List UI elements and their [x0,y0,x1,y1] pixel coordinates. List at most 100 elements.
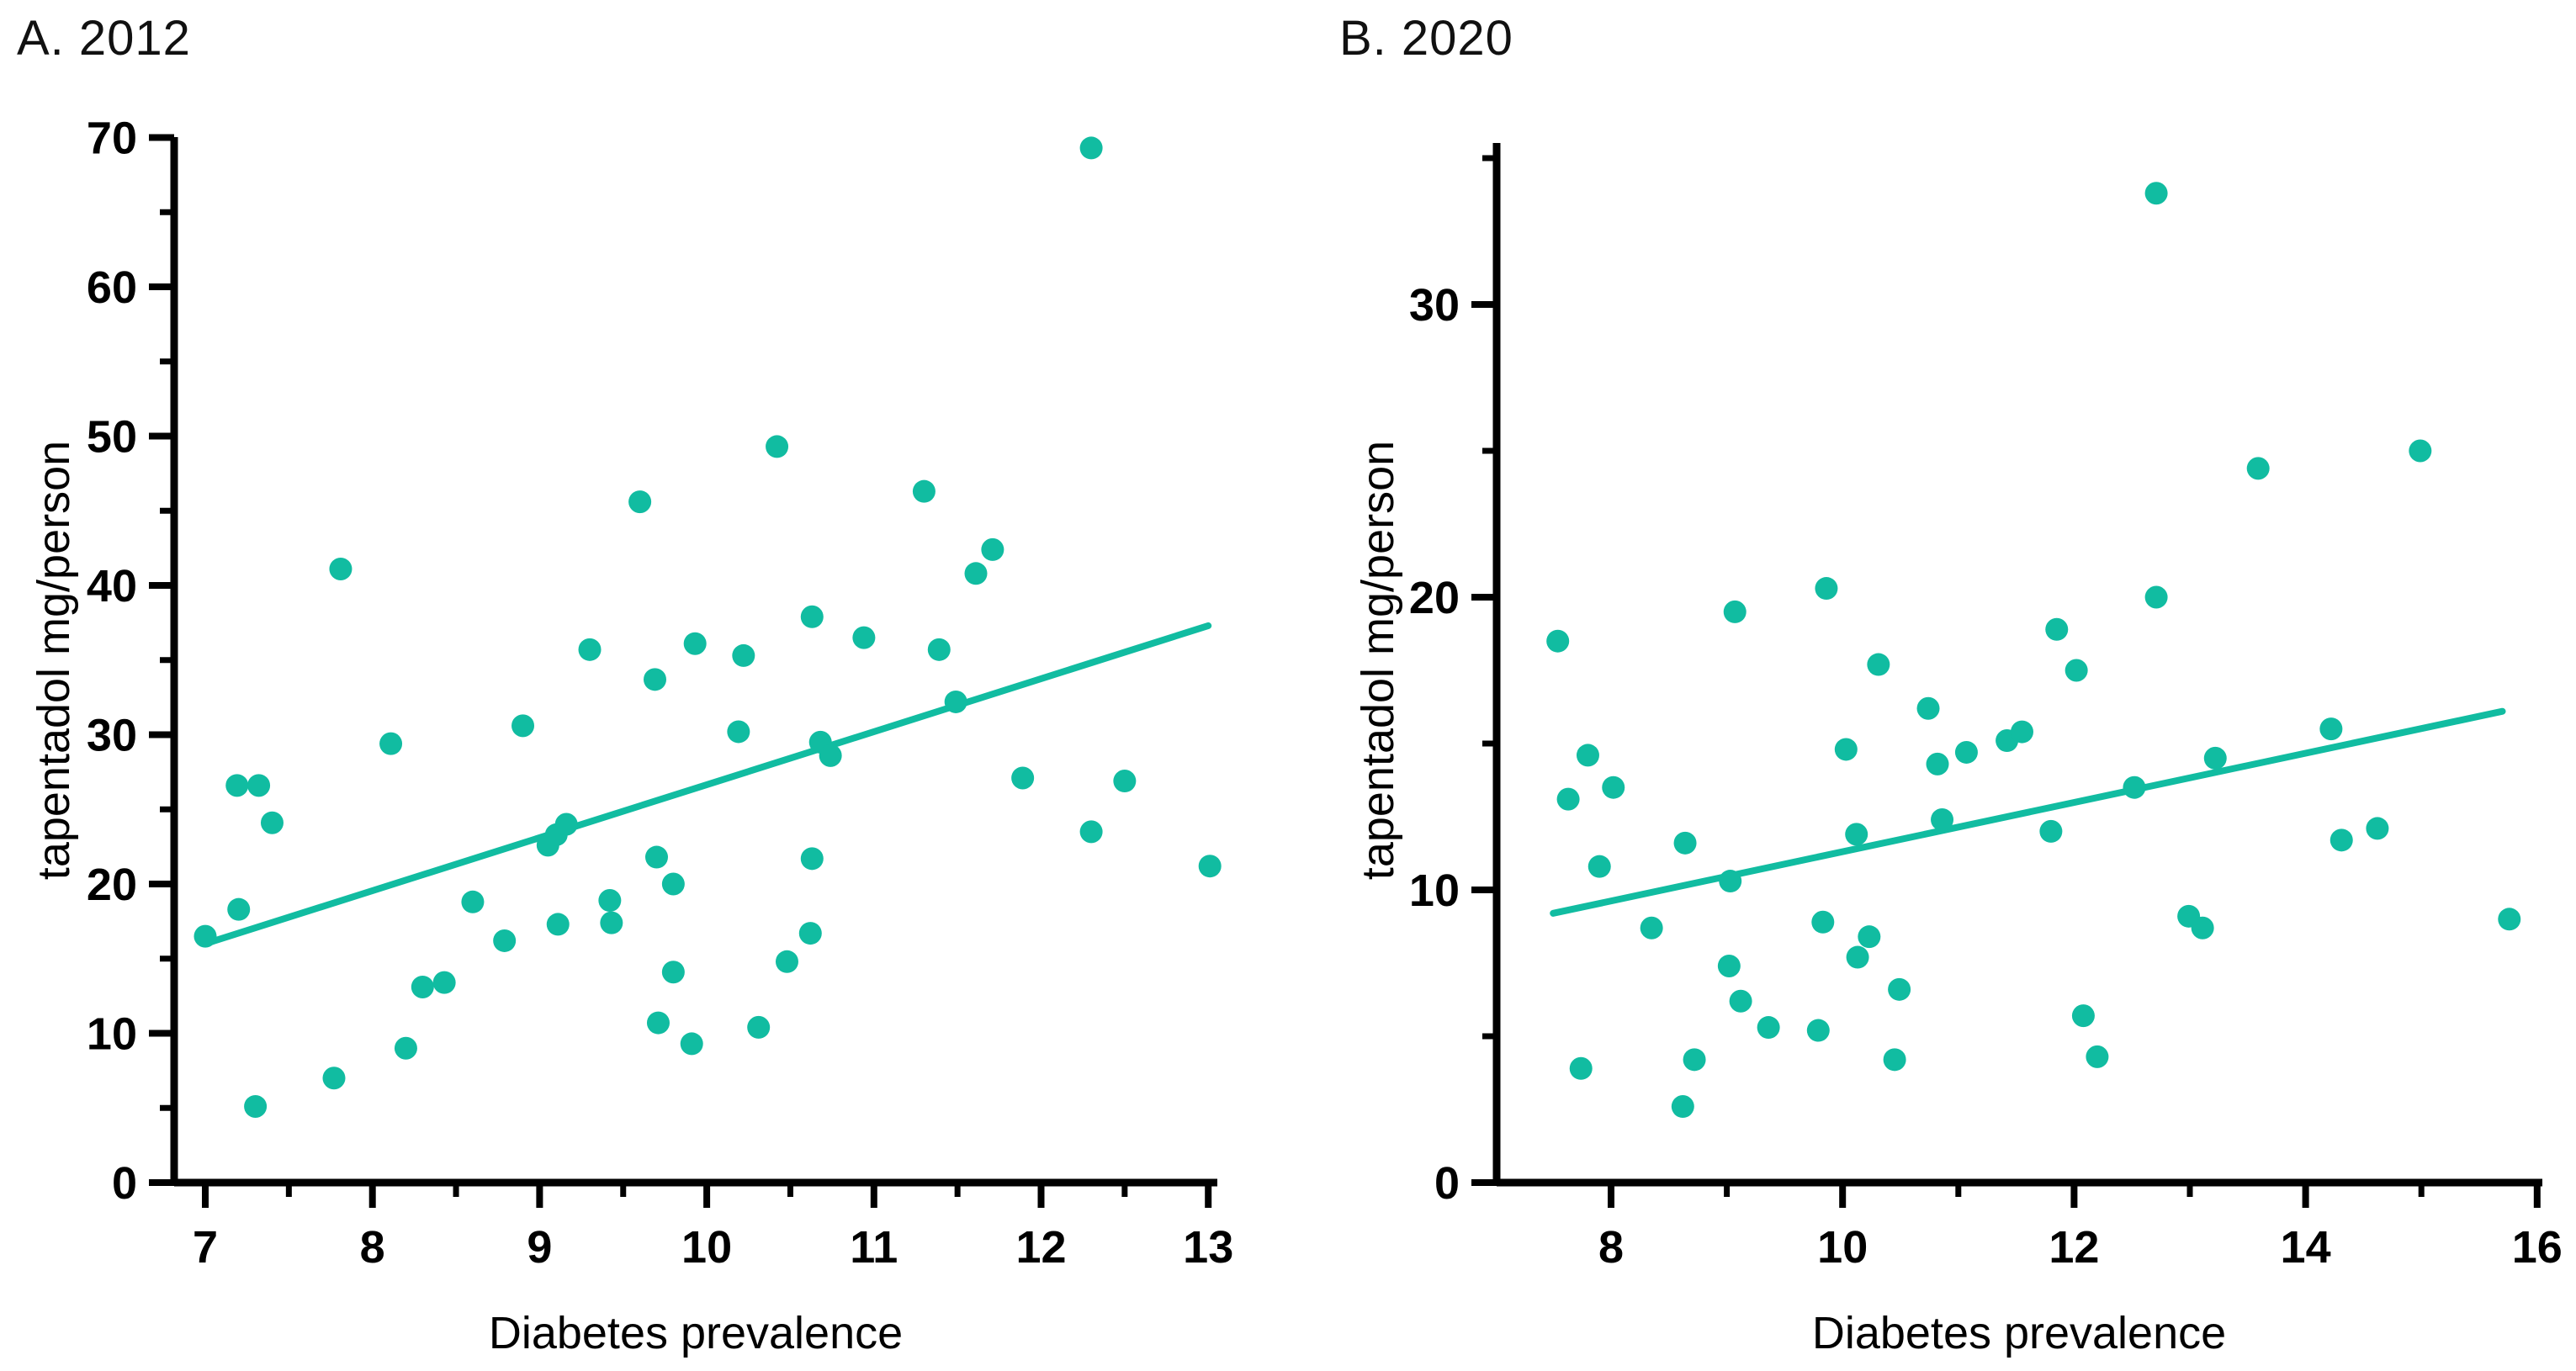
data-point [1729,989,1752,1013]
data-point [747,1015,771,1039]
data-point [2409,439,2432,463]
x-tick-label: 7 [193,1222,218,1273]
data-point [546,913,570,936]
data-point [394,1036,417,1060]
data-point [193,924,217,948]
data-point [461,890,485,913]
data-point [598,889,622,913]
data-point [1867,653,1890,676]
data-point [1587,855,1611,878]
data-point [2203,746,2227,770]
data-point [2498,908,2521,931]
panel-a-xaxis-title: Diabetes prevalence [488,1308,904,1358]
data-point [379,732,403,755]
data-point [798,922,822,945]
data-point [800,605,824,628]
data-point [1011,766,1035,790]
data-point [2045,617,2069,641]
data-point [1576,744,1599,767]
data-point [727,720,750,744]
panel-b-yaxis-title: tapentadol mg/person [1353,440,1403,881]
data-point [912,479,936,503]
panel-a-yaxis-title: tapentadol mg/person [29,440,79,881]
data-point [1954,740,1978,764]
x-tick-label: 12 [1015,1222,1066,1273]
data-point [578,638,602,661]
data-point [800,847,824,871]
panel-b-chart: 8 10 12 14 16 0 10 20 30 [1409,143,2563,1273]
panel-a-scatter-points [193,136,1222,1118]
data-point [2330,828,2353,852]
y-tick-label: 30 [87,711,137,761]
data-point [1723,600,1746,623]
data-point [1640,916,1663,940]
data-point [1888,977,1911,1001]
data-point [1815,577,1838,601]
data-point [1717,954,1741,977]
data-point [1673,831,1697,855]
data-point [819,744,842,767]
y-tick-label: 10 [87,1009,137,1060]
data-point [2123,775,2146,799]
data-point [1858,925,1881,949]
data-point [1883,1048,1906,1072]
panel-b-trend-line [1550,707,2506,917]
data-point [775,950,798,973]
data-point [1916,696,1940,720]
data-point [927,638,951,661]
panel-b-axes: 8 10 12 14 16 0 10 20 30 [1409,143,2563,1273]
data-point [247,774,271,797]
data-point [329,557,352,580]
panel-b-title: B. 2020 [1339,11,1513,66]
data-point [2191,916,2214,940]
data-point [1602,775,1625,799]
data-point [683,632,707,655]
data-point [766,435,789,458]
data-point [1931,807,1954,831]
data-point [680,1032,703,1056]
panel-a-chart: 7 8 9 10 11 12 13 0 10 20 30 40 50 60 70 [87,114,1233,1273]
data-point [511,714,535,738]
data-point [227,897,251,921]
y-tick-label: 0 [1434,1158,1460,1209]
x-tick-label: 14 [2281,1222,2331,1273]
data-point [1113,770,1137,793]
data-point [628,490,652,514]
data-point [2366,817,2389,840]
data-point [2010,720,2033,744]
data-point [600,911,623,934]
data-point [1926,752,1949,775]
data-point [944,690,967,713]
x-tick-label: 9 [527,1222,552,1273]
y-tick-label: 10 [1409,865,1460,916]
x-tick-label: 8 [360,1222,385,1273]
data-point [1846,945,1869,969]
panel-a-title: A. 2012 [17,11,191,66]
y-tick-label: 70 [87,114,137,164]
data-point [1079,820,1103,844]
data-point [411,975,434,998]
data-point [661,961,685,984]
data-point [1546,629,1570,653]
panel-a-axes: 7 8 9 10 11 12 13 0 10 20 30 40 50 60 70 [87,114,1233,1273]
data-point [244,1094,268,1118]
x-tick-label: 10 [1817,1222,1868,1273]
data-point [1671,1095,1694,1119]
y-tick-label: 40 [87,561,137,611]
y-tick-label: 20 [1409,573,1460,623]
data-point [981,537,1004,561]
data-point [646,1011,670,1035]
x-tick-label: 8 [1598,1222,1624,1273]
data-point [493,929,517,952]
data-point [732,643,755,667]
data-point [2086,1045,2109,1068]
y-tick-label: 60 [87,262,137,313]
x-tick-label: 11 [850,1222,898,1273]
data-point [322,1067,346,1090]
data-point [1757,1016,1780,1040]
data-point [2039,819,2063,843]
x-tick-label: 10 [681,1222,732,1273]
y-tick-label: 30 [1409,280,1460,331]
data-point [260,811,284,834]
